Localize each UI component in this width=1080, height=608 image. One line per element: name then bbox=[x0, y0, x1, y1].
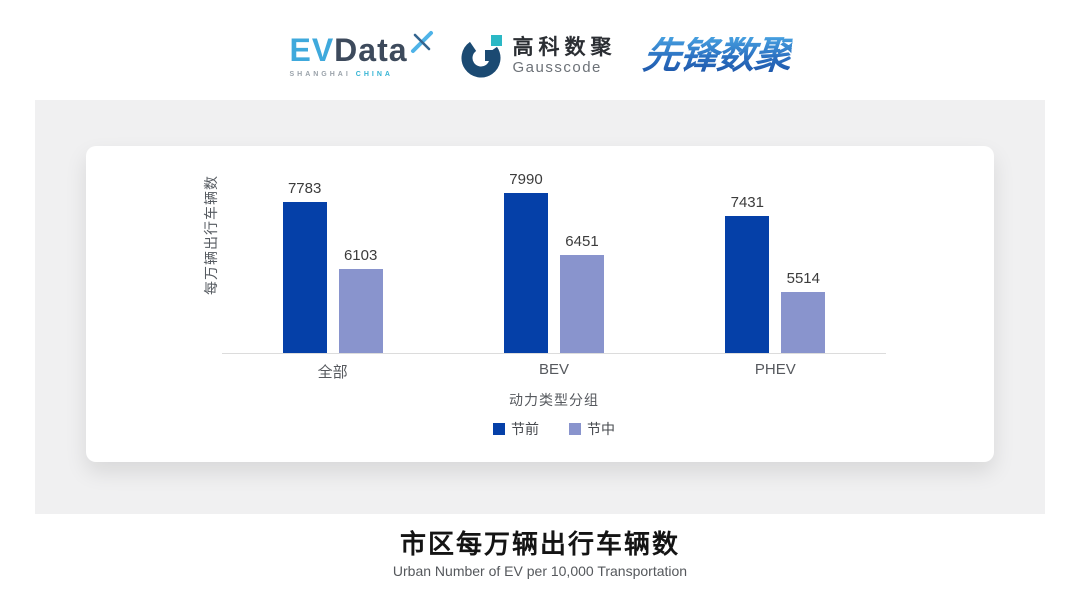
bar-group-PHEV: 7431 5514 bbox=[725, 194, 826, 353]
bar-value-label: 7431 bbox=[730, 194, 764, 211]
legend: 节前 节中 bbox=[222, 419, 886, 439]
category-label-PHEV: PHEV bbox=[754, 361, 796, 378]
legend-swatch-icon bbox=[569, 423, 581, 435]
gausscode-logo: 高科数聚 Gausscode bbox=[460, 34, 617, 78]
x-axis-line bbox=[222, 353, 886, 354]
bar-节中-BEV bbox=[559, 255, 604, 353]
category-label-BEV: BEV bbox=[538, 361, 569, 378]
bar-节中-全部 bbox=[338, 269, 383, 353]
category-axis: 全部 BEV PHEV bbox=[222, 361, 886, 382]
bar-节前-全部 bbox=[282, 202, 327, 353]
bar-group-全部: 7783 6103 bbox=[282, 180, 383, 353]
bar-节中-PHEV bbox=[781, 292, 826, 353]
chart-title: 市区每万辆出行车辆数 bbox=[399, 529, 680, 559]
x-axis-title: 动力类型分组 bbox=[509, 392, 599, 408]
evdata-sparkle-icon bbox=[410, 31, 433, 53]
chart-subtitle: Urban Number of EV per 10,000 Transporta… bbox=[392, 563, 688, 579]
evdata-logo-data-text: Data bbox=[334, 32, 408, 68]
bar-value-label: 6103 bbox=[343, 247, 378, 264]
evdata-china-text: CHINA bbox=[355, 71, 393, 78]
evdata-logo: EV Data SHANGHAI CHINA bbox=[289, 31, 433, 78]
bar-节前-PHEV bbox=[725, 216, 770, 353]
legend-item-节前: 节前 bbox=[493, 419, 539, 439]
bar-节前-BEV bbox=[503, 193, 548, 353]
bar-value-label: 7990 bbox=[509, 171, 543, 188]
chart-panel: 每万辆出行车辆数 7783 6103 7990 6451 7431 5514 全部 BEV P… bbox=[35, 100, 1045, 514]
legend-swatch-icon bbox=[493, 423, 505, 435]
evdata-logo-subtext: SHANGHAI CHINA bbox=[289, 71, 407, 78]
evdata-logo-ev-text: EV bbox=[289, 32, 335, 68]
legend-item-节中: 节中 bbox=[569, 419, 615, 439]
bar-value-label: 7783 bbox=[287, 180, 322, 197]
evdata-shanghai-text: SHANGHAI bbox=[289, 71, 351, 78]
gausscode-english-text: Gausscode bbox=[512, 58, 602, 76]
y-axis-label: 每万辆出行车辆数 bbox=[203, 175, 219, 295]
gausscode-g-icon bbox=[461, 35, 502, 78]
legend-label: 节前 bbox=[511, 421, 539, 437]
bar-value-label: 5514 bbox=[786, 270, 820, 287]
plot-area: 7783 6103 7990 6451 7431 5514 bbox=[222, 153, 886, 353]
category-label-全部: 全部 bbox=[317, 364, 348, 381]
gausscode-chinese-text: 高科数聚 bbox=[512, 35, 617, 59]
chart-card: 每万辆出行车辆数 7783 6103 7990 6451 7431 5514 全部 BEV P… bbox=[86, 146, 994, 462]
xianfeng-shuju-logo: 先锋数聚 bbox=[640, 35, 793, 77]
bar-value-label: 6451 bbox=[565, 233, 599, 250]
bar-group-BEV: 7990 6451 bbox=[503, 171, 604, 353]
logo-header: EV Data SHANGHAI CHINA 高科数聚 Gausscode 先锋 bbox=[0, 20, 1080, 92]
legend-label: 节中 bbox=[587, 421, 615, 437]
